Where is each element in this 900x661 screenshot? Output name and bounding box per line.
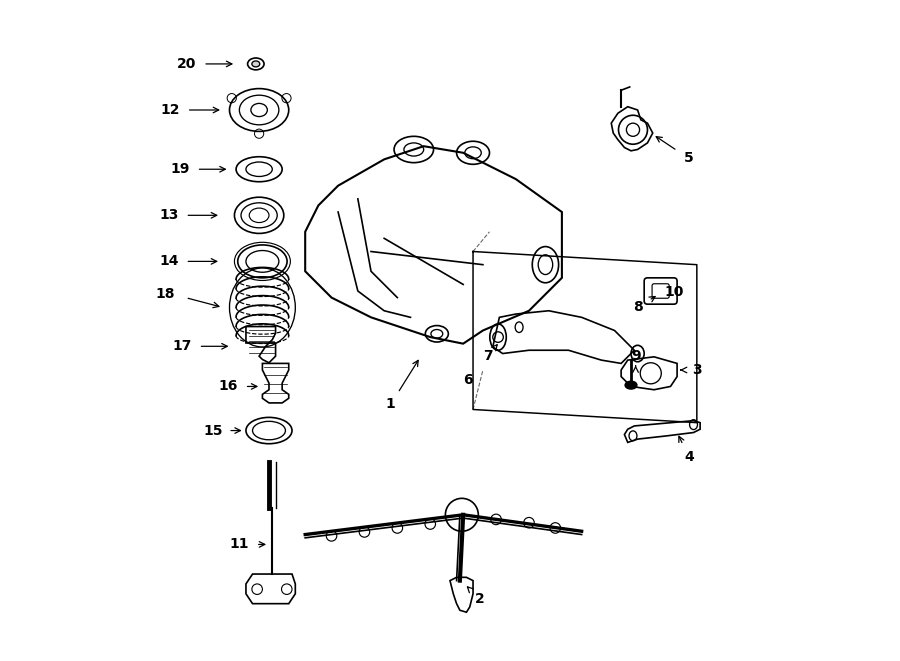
Text: 18: 18	[156, 288, 175, 301]
Text: 13: 13	[159, 208, 179, 222]
Ellipse shape	[626, 381, 637, 389]
Text: 16: 16	[219, 379, 238, 393]
Text: 2: 2	[474, 592, 484, 606]
Text: 12: 12	[160, 103, 180, 117]
Text: 8: 8	[633, 301, 643, 315]
Text: 4: 4	[684, 450, 694, 464]
Text: 9: 9	[631, 348, 641, 362]
Text: 17: 17	[173, 339, 192, 353]
Text: 6: 6	[463, 373, 473, 387]
Text: 1: 1	[386, 397, 396, 411]
Text: 20: 20	[177, 57, 196, 71]
Text: 10: 10	[664, 286, 683, 299]
Text: 14: 14	[159, 254, 179, 268]
Text: 7: 7	[483, 348, 493, 362]
Ellipse shape	[252, 61, 260, 67]
Text: 11: 11	[230, 537, 249, 551]
Text: 5: 5	[683, 151, 693, 165]
Text: 15: 15	[203, 424, 223, 438]
Text: 3: 3	[692, 363, 702, 377]
Text: 19: 19	[171, 162, 190, 176]
